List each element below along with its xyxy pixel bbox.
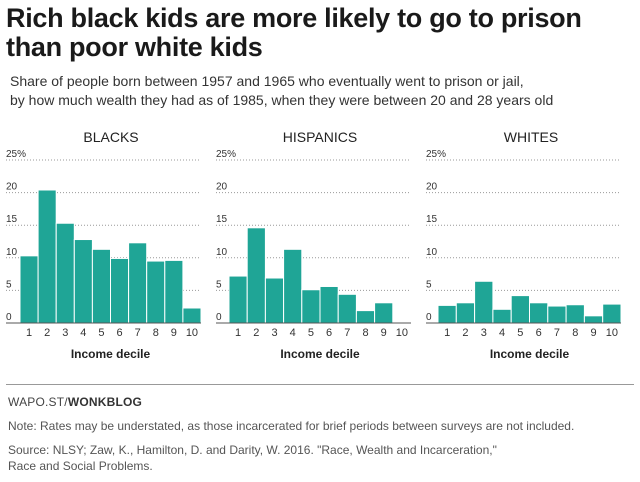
- bar: [492, 308, 512, 324]
- y-tick-label: 0: [216, 312, 222, 323]
- bar: [374, 302, 394, 324]
- x-tick-label: 3: [481, 327, 487, 339]
- x-tick-label: 8: [572, 327, 578, 339]
- bar: [246, 227, 266, 324]
- subtitle-line-2: by how much wealth they had as of 1985, …: [10, 92, 554, 108]
- bar: [228, 275, 248, 324]
- bar: [455, 302, 476, 324]
- bar: [19, 255, 39, 324]
- y-tick-label: 25%: [426, 149, 446, 160]
- y-tick-label: 10: [216, 247, 228, 258]
- x-tick-label: 6: [326, 327, 332, 339]
- x-tick-label: 7: [135, 327, 141, 339]
- bar: [319, 285, 339, 324]
- bar: [91, 248, 112, 324]
- note: Note: Rates may be understated, as those…: [8, 419, 575, 433]
- chart-subtitle: Share of people born between 1957 and 19…: [10, 72, 635, 110]
- panel-title: HISPANICS: [283, 129, 357, 145]
- y-tick-label: 20: [426, 182, 438, 193]
- x-tick-label: 8: [153, 327, 159, 339]
- y-tick-label: 15: [6, 214, 18, 225]
- bar: [301, 289, 321, 324]
- footer-divider: [6, 384, 634, 385]
- x-tick-label: 1: [444, 327, 450, 339]
- x-tick-label: 1: [26, 327, 32, 339]
- subtitle-line-1: Share of people born between 1957 and 19…: [10, 73, 524, 89]
- credit-prefix: WAPO.ST/: [8, 395, 68, 409]
- x-axis-label: Income decile: [280, 347, 360, 361]
- y-tick-label: 20: [216, 182, 228, 193]
- bar: [164, 259, 184, 324]
- y-tick-label: 15: [426, 214, 438, 225]
- bar: [55, 222, 75, 324]
- x-tick-label: 9: [171, 327, 177, 339]
- x-tick-label: 7: [554, 327, 560, 339]
- x-tick-label: 6: [116, 327, 122, 339]
- x-tick-label: 10: [606, 327, 618, 339]
- y-tick-label: 0: [6, 312, 12, 323]
- x-tick-label: 8: [362, 327, 368, 339]
- x-tick-label: 3: [271, 327, 277, 339]
- y-tick-label: 5: [216, 279, 222, 290]
- x-tick-label: 5: [98, 327, 104, 339]
- bar: [37, 189, 57, 324]
- x-tick-label: 6: [536, 327, 542, 339]
- bar: [128, 242, 148, 324]
- y-tick-label: 10: [426, 247, 438, 258]
- bar: [355, 310, 376, 324]
- source-line-2: Race and Social Problems.: [8, 459, 153, 473]
- x-tick-label: 7: [344, 327, 350, 339]
- bar: [510, 295, 531, 324]
- x-axis-label: Income decile: [71, 347, 151, 361]
- x-tick-label: 4: [290, 327, 296, 339]
- bar: [583, 315, 604, 324]
- bar: [146, 260, 166, 324]
- x-tick-label: 2: [253, 327, 259, 339]
- bar: [337, 293, 357, 324]
- chart-title: Rich black kids are more likely to go to…: [6, 3, 582, 62]
- bar: [547, 305, 567, 324]
- y-tick-label: 5: [6, 279, 12, 290]
- bar: [283, 248, 303, 324]
- bar: [264, 277, 285, 324]
- x-tick-label: 5: [308, 327, 314, 339]
- x-axis-label: Income decile: [490, 347, 570, 361]
- bar: [73, 239, 93, 324]
- credit: WAPO.ST/WONKBLOG: [8, 395, 142, 409]
- x-tick-label: 3: [62, 327, 68, 339]
- bar: [602, 303, 622, 324]
- x-tick-label: 5: [517, 327, 523, 339]
- bar: [110, 257, 130, 324]
- bar: [474, 280, 494, 324]
- credit-brand: WONKBLOG: [67, 395, 143, 409]
- y-tick-label: 0: [426, 312, 432, 323]
- bar: [182, 307, 202, 324]
- bar: [437, 304, 457, 324]
- y-tick-label: 25%: [6, 149, 26, 160]
- x-tick-label: 9: [590, 327, 596, 339]
- x-tick-label: 1: [235, 327, 241, 339]
- x-tick-label: 2: [462, 327, 468, 339]
- bar: [565, 304, 585, 324]
- y-tick-label: 20: [6, 182, 18, 193]
- x-tick-label: 10: [396, 327, 408, 339]
- source-line-1: Source: NLSY; Zaw, K., Hamilton, D. and …: [8, 443, 497, 457]
- panel-title: WHITES: [504, 129, 558, 145]
- panel-title: BLACKS: [83, 129, 138, 145]
- x-tick-label: 4: [80, 327, 86, 339]
- y-tick-label: 5: [426, 279, 432, 290]
- x-tick-label: 4: [499, 327, 505, 339]
- y-tick-label: 25%: [216, 149, 236, 160]
- y-tick-label: 10: [6, 247, 18, 258]
- y-tick-label: 15: [216, 214, 228, 225]
- x-tick-label: 9: [381, 327, 387, 339]
- source: Source: NLSY; Zaw, K., Hamilton, D. and …: [8, 442, 568, 474]
- x-tick-label: 2: [44, 327, 50, 339]
- bar: [529, 302, 549, 324]
- x-tick-label: 10: [186, 327, 198, 339]
